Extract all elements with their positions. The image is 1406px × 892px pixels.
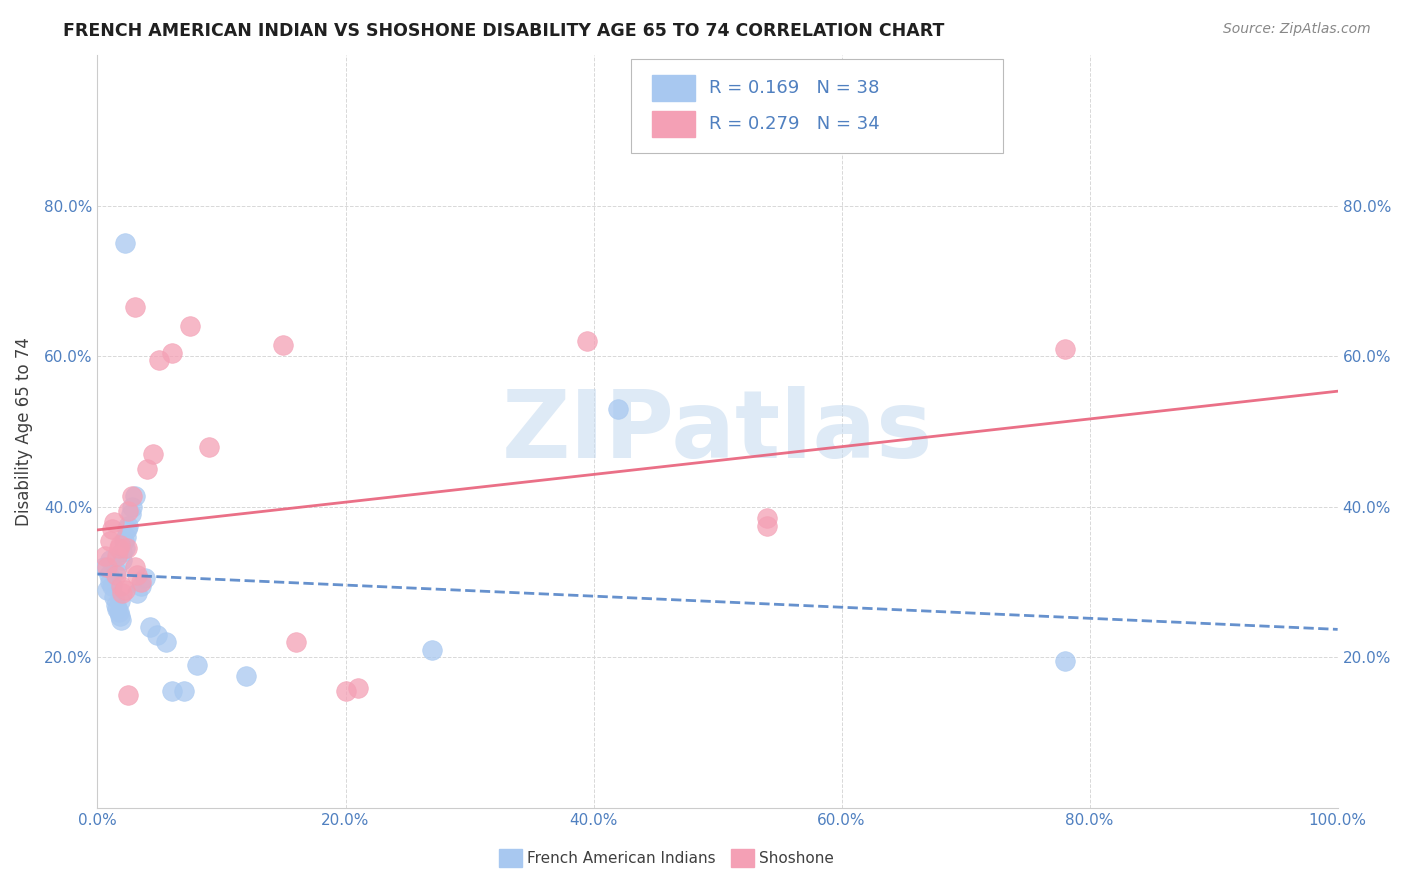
Point [108, 594, 131, 608]
Point [96, 560, 118, 574]
Point [124, 489, 146, 503]
Point [1053, 342, 1076, 356]
Point [96, 582, 118, 597]
Point [124, 301, 146, 315]
Point [115, 523, 138, 537]
Point [607, 402, 630, 417]
Point [1053, 654, 1076, 668]
Point [124, 560, 146, 574]
Text: R = 0.279   N = 34: R = 0.279 N = 34 [709, 115, 880, 133]
Point [129, 575, 152, 590]
Point [114, 541, 136, 556]
Point [186, 658, 208, 673]
Point [110, 579, 132, 593]
Point [115, 530, 138, 544]
Point [142, 447, 165, 461]
Point [98, 533, 121, 548]
Point [105, 598, 128, 612]
Point [105, 567, 128, 582]
FancyBboxPatch shape [631, 59, 1002, 153]
Point [136, 462, 159, 476]
Point [93, 560, 115, 574]
Point [110, 613, 132, 627]
Point [335, 684, 357, 698]
Point [148, 353, 170, 368]
Point [111, 552, 134, 566]
Point [103, 591, 125, 605]
Point [94, 549, 117, 563]
Point [420, 643, 443, 657]
Point [120, 508, 142, 522]
Point [101, 523, 124, 537]
Point [98, 575, 121, 590]
Point [105, 549, 128, 563]
Point [105, 601, 128, 615]
Point [105, 564, 128, 578]
Point [160, 345, 183, 359]
Point [273, 338, 295, 352]
Point [107, 605, 129, 619]
Text: Shoshone: Shoshone [759, 852, 834, 866]
Point [98, 552, 121, 566]
Point [146, 628, 169, 642]
Point [576, 334, 599, 349]
Point [235, 669, 257, 683]
Point [127, 586, 149, 600]
Point [138, 620, 160, 634]
Point [284, 635, 307, 649]
Text: R = 0.169   N = 38: R = 0.169 N = 38 [709, 78, 879, 96]
Point [103, 515, 125, 529]
Point [97, 567, 120, 582]
Point [112, 533, 135, 548]
Point [117, 503, 139, 517]
Point [347, 681, 370, 695]
Point [160, 684, 183, 698]
Point [117, 518, 139, 533]
Point [114, 582, 136, 597]
Point [155, 635, 177, 649]
Point [115, 541, 138, 556]
Point [121, 489, 143, 503]
Point [101, 579, 124, 593]
Point [198, 440, 221, 454]
Text: FRENCH AMERICAN INDIAN VS SHOSHONE DISABILITY AGE 65 TO 74 CORRELATION CHART: FRENCH AMERICAN INDIAN VS SHOSHONE DISAB… [63, 22, 945, 40]
Text: ZIPatlas: ZIPatlas [502, 385, 934, 477]
Point [108, 537, 131, 551]
Point [111, 545, 134, 559]
Y-axis label: Disability Age 65 to 74: Disability Age 65 to 74 [15, 337, 32, 526]
Point [111, 586, 134, 600]
Point [108, 609, 131, 624]
Text: Source: ZipAtlas.com: Source: ZipAtlas.com [1223, 22, 1371, 37]
Point [129, 579, 152, 593]
Point [179, 319, 201, 334]
Point [121, 500, 143, 514]
Point [756, 518, 779, 533]
Point [117, 688, 139, 702]
Point [114, 236, 136, 251]
Point [127, 567, 149, 582]
Text: French American Indians: French American Indians [527, 852, 716, 866]
Point [173, 684, 195, 698]
Point [107, 541, 129, 556]
FancyBboxPatch shape [652, 75, 695, 101]
FancyBboxPatch shape [652, 111, 695, 137]
Point [756, 511, 779, 525]
Point [134, 571, 156, 585]
